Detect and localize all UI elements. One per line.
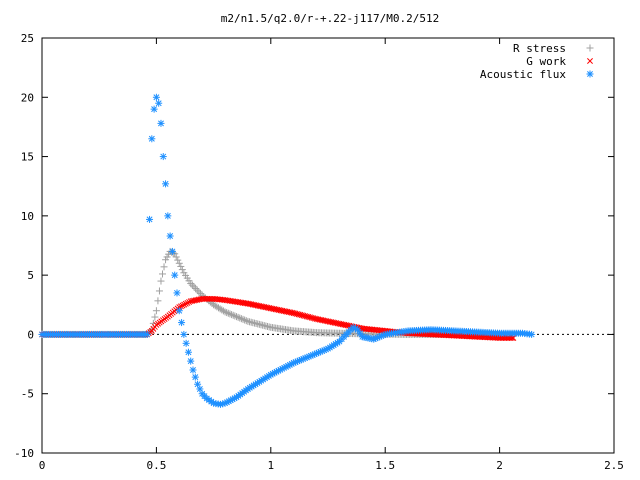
data-point [159, 270, 167, 278]
data-point [166, 232, 174, 240]
data-point [152, 307, 160, 315]
data-point [143, 330, 151, 338]
data-point [187, 357, 195, 365]
y-tick-label: 10 [21, 210, 34, 223]
y-tick-label: 15 [21, 151, 34, 164]
data-point [184, 299, 191, 306]
data-point [196, 385, 204, 393]
data-point [164, 212, 172, 220]
x-tick-label: 0 [39, 459, 46, 472]
data-point [150, 105, 158, 113]
data-point [155, 99, 163, 107]
data-point [239, 315, 247, 323]
series-2 [38, 93, 536, 408]
data-point [219, 307, 227, 315]
x-tick-label: 2.5 [604, 459, 624, 472]
data-point [181, 301, 188, 308]
data-point [152, 93, 160, 101]
data-point [180, 330, 188, 338]
data-point [242, 317, 250, 325]
chart-title: m2/n1.5/q2.0/r-+.22-j117/M0.2/512 [221, 12, 440, 25]
data-point [162, 180, 170, 188]
data-point [510, 335, 517, 341]
data-point [234, 313, 242, 321]
y-tick-label: 20 [21, 91, 34, 104]
data-point [177, 262, 185, 270]
y-tick-label: 5 [27, 269, 34, 282]
data-point [148, 135, 156, 143]
data-point [182, 300, 189, 307]
x-tick-label: 1.5 [375, 459, 395, 472]
data-point [241, 316, 249, 324]
y-tick-label: 25 [21, 32, 34, 45]
data-point [229, 311, 237, 319]
data-point [155, 287, 163, 295]
data-point [195, 288, 203, 296]
data-point [178, 266, 186, 274]
data-point [171, 271, 179, 279]
data-point [179, 302, 186, 309]
legend-label: R stress [513, 42, 566, 55]
data-point [528, 330, 536, 338]
y-tick-label: -5 [21, 388, 34, 401]
data-point [221, 308, 229, 316]
data-point [175, 259, 183, 267]
data-point [151, 313, 159, 321]
data-point [160, 263, 168, 271]
data-point [232, 313, 240, 321]
data-point [190, 283, 198, 291]
legend-marker [586, 70, 594, 78]
data-point [191, 373, 199, 381]
plot-frame [41, 37, 615, 454]
data-point [157, 119, 165, 127]
data-point [173, 289, 181, 297]
data-point [226, 310, 234, 318]
data-point [159, 153, 167, 161]
legend-marker [587, 58, 593, 64]
data-point [187, 279, 195, 287]
data-point [175, 307, 183, 315]
x-tick-label: 0.5 [146, 459, 166, 472]
data-point [154, 297, 162, 305]
data-point [172, 253, 180, 261]
legend-label: G work [526, 55, 566, 68]
data-point [178, 319, 186, 327]
series-layer [38, 93, 536, 408]
data-point [197, 290, 205, 298]
data-point [157, 277, 165, 285]
data-point [192, 285, 200, 293]
data-point [174, 256, 182, 264]
data-point [354, 326, 362, 334]
legend-label: Acoustic flux [480, 68, 566, 81]
data-point [193, 286, 201, 294]
data-point [228, 311, 236, 319]
data-point [224, 309, 232, 317]
data-point [184, 348, 192, 356]
data-point [146, 215, 154, 223]
data-point [188, 281, 196, 289]
y-tick-label: -10 [14, 447, 34, 460]
y-tick-label: 0 [27, 328, 34, 341]
data-point [186, 299, 193, 306]
data-point [231, 312, 239, 320]
legend-marker [586, 44, 594, 52]
data-point [182, 339, 190, 347]
data-point [237, 315, 245, 323]
x-tick-label: 1 [267, 459, 274, 472]
data-point [168, 247, 176, 255]
data-point [189, 366, 197, 374]
x-tick-label: 2 [496, 459, 503, 472]
data-point [236, 314, 244, 322]
data-point [223, 309, 231, 317]
